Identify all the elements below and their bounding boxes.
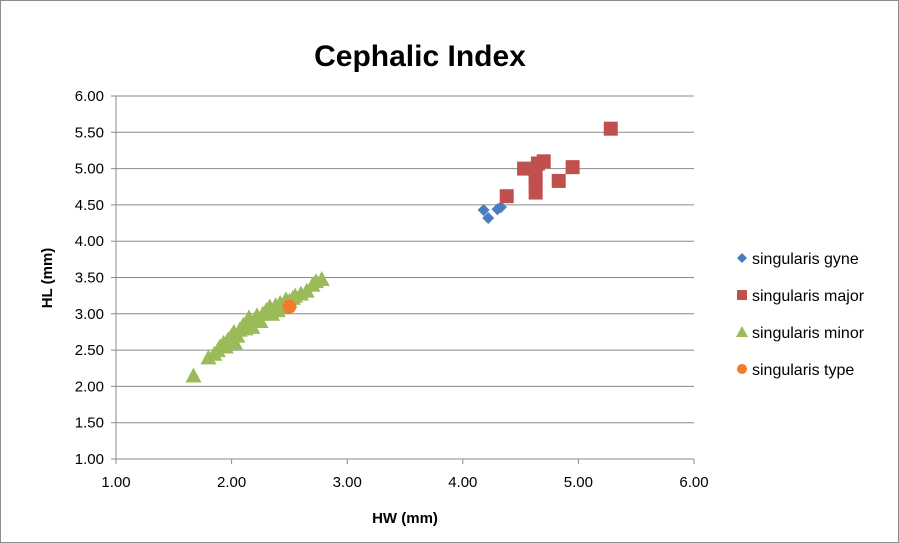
series-singularis-major — [499, 121, 618, 204]
legend-item: singularis major — [737, 288, 865, 305]
y-tick-label: 5.50 — [75, 124, 104, 141]
y-tick-label: 1.50 — [75, 415, 104, 432]
data-point — [528, 185, 543, 200]
legend-marker — [737, 253, 747, 263]
data-point — [551, 173, 566, 188]
legend-marker — [737, 290, 747, 300]
x-axis-title: HW (mm) — [372, 510, 438, 527]
y-tick-label: 4.50 — [75, 197, 104, 214]
y-tick-label: 2.50 — [75, 342, 104, 359]
data-point — [603, 121, 618, 136]
y-tick-label: 2.00 — [75, 378, 104, 395]
y-tick-label: 6.00 — [75, 88, 104, 105]
data-point — [565, 160, 580, 175]
axes — [115, 96, 695, 464]
x-tick-label: 6.00 — [679, 474, 708, 491]
y-tick-label: 3.50 — [75, 270, 104, 287]
series-singularis-type — [282, 299, 297, 314]
data-point — [494, 201, 507, 214]
x-tick-label: 1.00 — [101, 474, 130, 491]
legend-item: singularis gyne — [737, 251, 859, 268]
x-tick-labels: 1.00 2.00 3.00 4.00 5.00 6.00 — [101, 474, 708, 491]
legend-label: singularis major — [752, 288, 865, 305]
legend-marker — [736, 326, 748, 337]
x-tick-label: 5.00 — [564, 474, 593, 491]
data-point — [499, 189, 514, 204]
data-point — [185, 367, 202, 383]
legend-marker — [737, 364, 747, 374]
legend-item: singularis minor — [736, 325, 865, 342]
data-point — [536, 154, 551, 169]
data-points — [185, 121, 618, 383]
chart-title: Cephalic Index — [314, 40, 526, 73]
x-tick-label: 3.00 — [333, 474, 362, 491]
y-tick-labels: 1.00 1.50 2.00 2.50 3.00 3.50 4.00 4.50 5.00 5.50… — [75, 88, 104, 468]
data-point — [477, 203, 490, 216]
data-point — [313, 270, 330, 286]
data-point — [482, 211, 495, 224]
y-tick-label: 3.00 — [75, 306, 104, 323]
legend-label: singularis type — [752, 362, 854, 379]
y-axis-title: HL (mm) — [39, 248, 56, 309]
series-singularis-minor — [185, 270, 330, 383]
legend-label: singularis minor — [752, 325, 865, 342]
data-point — [528, 168, 543, 183]
legend-label: singularis gyne — [752, 251, 859, 268]
data-point — [517, 161, 532, 176]
x-tick-label: 4.00 — [448, 474, 477, 491]
y-tick-label: 1.00 — [75, 451, 104, 468]
series-singularis-gyne — [477, 201, 507, 224]
legend: singularis gyne singularis major singulari… — [736, 251, 865, 379]
gridlines — [111, 95, 694, 460]
legend-item: singularis type — [737, 362, 854, 379]
y-tick-label: 5.00 — [75, 161, 104, 178]
x-tick-label: 2.00 — [217, 474, 246, 491]
data-point — [282, 299, 297, 314]
y-tick-label: 4.00 — [75, 233, 104, 250]
